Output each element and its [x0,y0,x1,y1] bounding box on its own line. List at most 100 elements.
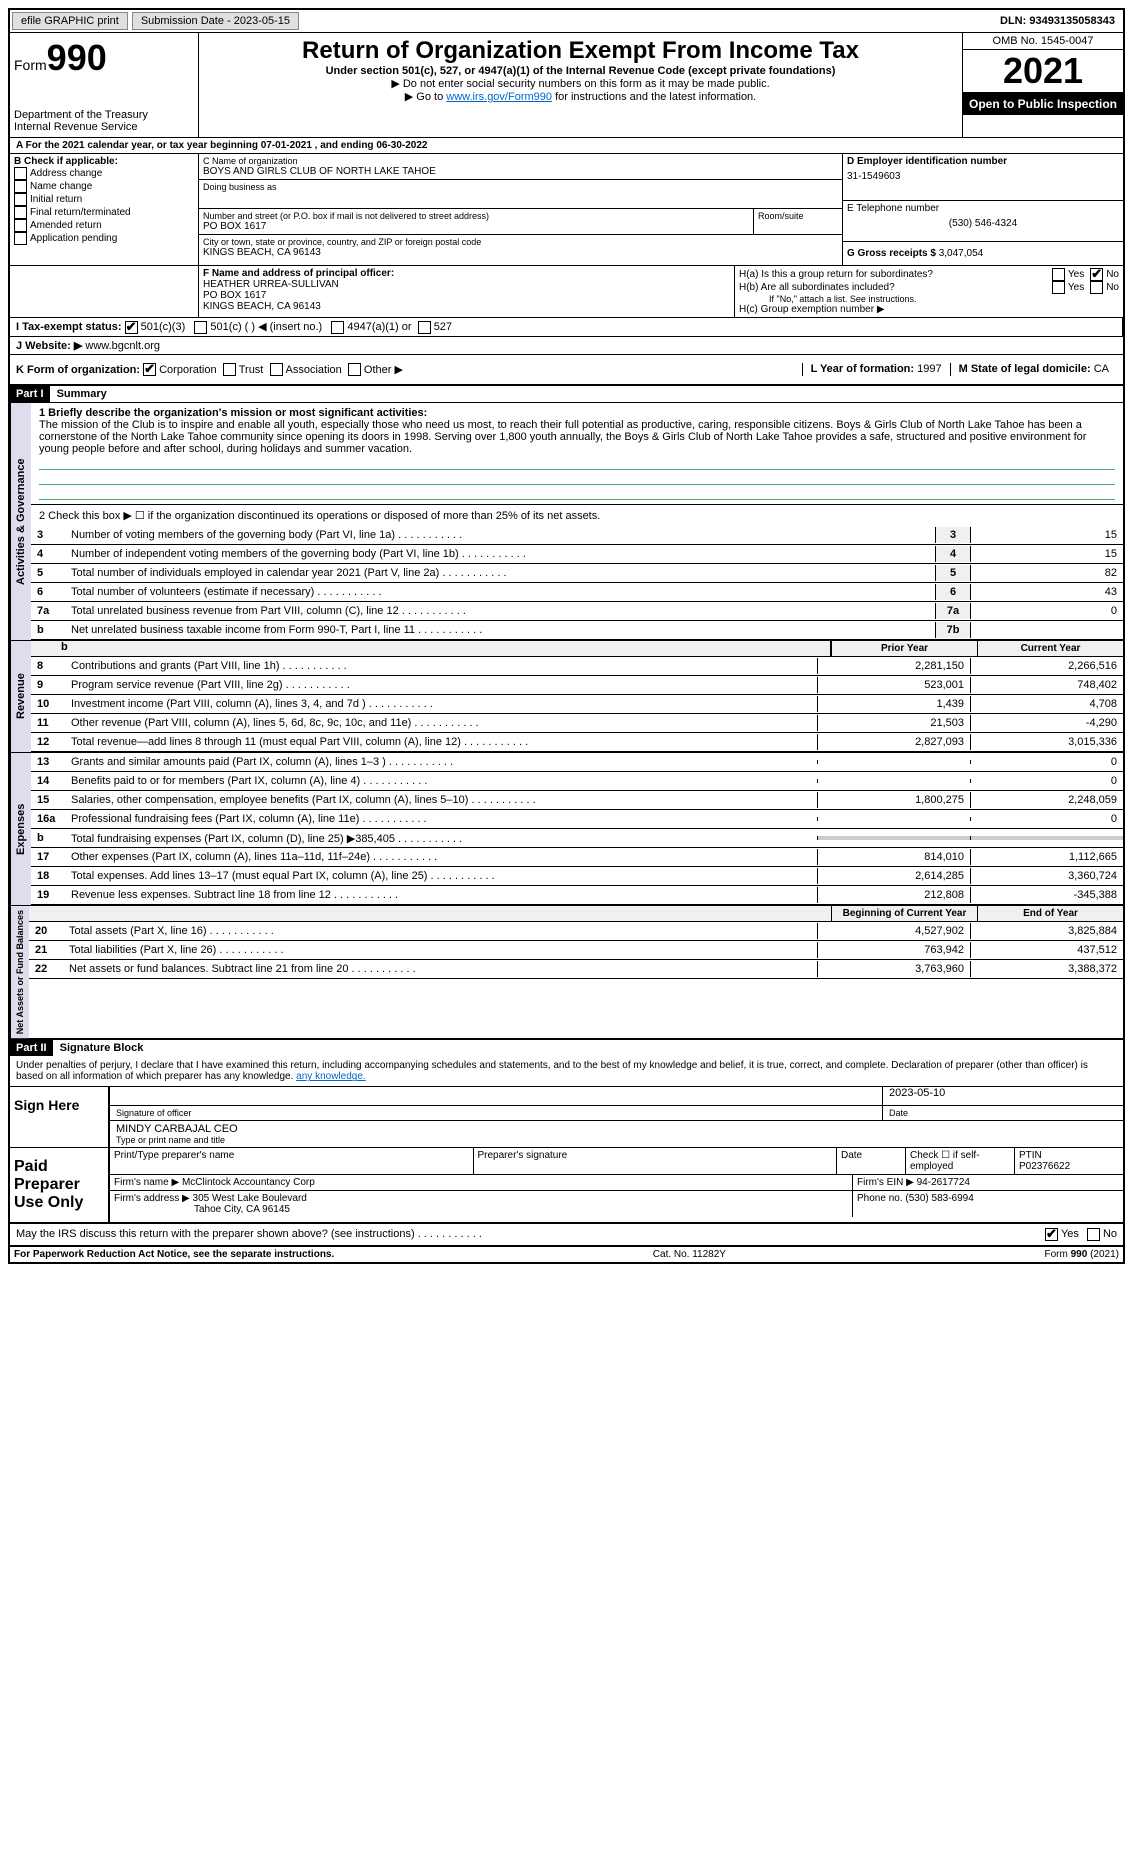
goto-pre: ▶ Go to [405,91,446,103]
part2-header: Part II [10,1040,53,1056]
submission-date: Submission Date - 2023-05-15 [132,12,299,30]
vert-revenue: Revenue [10,641,31,752]
info-block-1: B Check if applicable: Address change Na… [10,154,1123,266]
sig-name-label: Type or print name and title [116,1135,1117,1145]
officer-addr2: KINGS BEACH, CA 96143 [203,301,730,312]
firm-addr1: 305 West Lake Boulevard [193,1193,307,1204]
line-6: 6Total number of volunteers (estimate if… [31,583,1123,602]
prep-phone-label: Phone no. [857,1193,903,1204]
check-4947[interactable] [331,321,344,334]
line-7a: 7aTotal unrelated business revenue from … [31,602,1123,621]
hc-label: H(c) Group exemption number ▶ [739,304,1119,315]
officer-name: HEATHER URREA-SULLIVAN [203,279,730,290]
prep-check-label: Check ☐ if self-employed [906,1148,1015,1174]
hb-no[interactable] [1090,281,1103,294]
line-16a: 16aProfessional fundraising fees (Part I… [31,810,1123,829]
any-knowledge-link[interactable]: any knowledge. [296,1071,366,1082]
firm-name: McClintock Accountancy Corp [182,1177,315,1188]
hb-note: If "No," attach a list. See instructions… [739,294,1119,304]
footer-mid: Cat. No. 11282Y [653,1249,726,1260]
city-label: City or town, state or province, country… [203,237,838,247]
top-bar: efile GRAPHIC print Submission Date - 20… [10,10,1123,33]
line-19: 19Revenue less expenses. Subtract line 1… [31,886,1123,905]
check-corp[interactable] [143,363,156,376]
sig-date-label: Date [883,1106,1123,1120]
check-name[interactable]: Name change [14,180,194,193]
ein-value: 31-1549603 [847,167,1119,182]
mission-label: 1 Briefly describe the organization's mi… [39,407,1115,419]
check-address[interactable]: Address change [14,167,194,180]
line-13: 13Grants and similar amounts paid (Part … [31,753,1123,772]
k-label: K Form of organization: [16,364,140,376]
check-pending[interactable]: Application pending [14,232,194,245]
firm-addr2: Tahoe City, CA 96145 [114,1204,290,1215]
check-501c[interactable] [194,321,207,334]
line-20: 20Total assets (Part X, line 16)4,527,90… [29,922,1123,941]
check-initial[interactable]: Initial return [14,193,194,206]
gross-value: 3,047,054 [939,248,984,259]
subtitle-1: Under section 501(c), 527, or 4947(a)(1)… [203,65,958,77]
line-a-tax-year: A For the 2021 calendar year, or tax yea… [10,138,1123,154]
firm-name-label: Firm's name ▶ [114,1177,179,1188]
name-label: C Name of organization [203,156,838,166]
hb-yes[interactable] [1052,281,1065,294]
check-amended[interactable]: Amended return [14,219,194,232]
website-row: J Website: ▶ www.bgcnlt.org [10,337,1123,354]
irs-link[interactable]: www.irs.gov/Form990 [446,91,552,103]
tax-exempt-row: I Tax-exempt status: 501(c)(3) 501(c) ( … [10,318,1123,336]
line-17: 17Other expenses (Part IX, column (A), l… [31,848,1123,867]
subtitle-2: ▶ Do not enter social security numbers o… [203,77,958,90]
line-4: 4Number of independent voting members of… [31,545,1123,564]
discuss-no[interactable] [1087,1228,1100,1241]
discuss-yes[interactable] [1045,1228,1058,1241]
prep-sig-label: Preparer's signature [474,1148,838,1174]
ha-no[interactable] [1090,268,1103,281]
sig-name: MINDY CARBAJAL CEO [116,1123,1117,1135]
hb-label: H(b) Are all subordinates included? [739,282,1052,293]
line-15: 15Salaries, other compensation, employee… [31,791,1123,810]
org-address: PO BOX 1617 [203,221,749,232]
i-label: I Tax-exempt status: [16,321,122,333]
form-990-container: efile GRAPHIC print Submission Date - 20… [8,8,1125,1264]
line-2: 2 Check this box ▶ ☐ if the organization… [31,505,1123,526]
phone-value: (530) 546-4324 [847,214,1119,229]
ha-yes[interactable] [1052,268,1065,281]
state-domicile: M State of legal domicile: CA [950,363,1117,377]
check-527[interactable] [418,321,431,334]
preparer-label: Paid Preparer Use Only [10,1148,108,1222]
penalties-text: Under penalties of perjury, I declare th… [10,1056,1123,1087]
officer-label: F Name and address of principal officer: [203,268,730,279]
ptin-value: P02376622 [1019,1161,1119,1172]
omb-number: OMB No. 1545-0047 [963,33,1123,50]
open-public: Open to Public Inspection [963,93,1123,115]
line-12: 12Total revenue—add lines 8 through 11 (… [31,733,1123,752]
line-3: 3Number of voting members of the governi… [31,526,1123,545]
dba-label: Doing business as [203,182,838,192]
phone-label: E Telephone number [847,203,1119,214]
form-number: 990 [47,37,107,78]
addr-label: Number and street (or P.O. box if mail i… [203,211,749,221]
part2-title: Signature Block [56,1042,144,1054]
efile-button[interactable]: efile GRAPHIC print [12,12,128,30]
footer: For Paperwork Reduction Act Notice, see … [10,1246,1123,1262]
discuss-text: May the IRS discuss this return with the… [16,1228,1045,1241]
col-current: Current Year [977,641,1123,656]
check-501c3[interactable] [125,321,138,334]
check-assoc[interactable] [270,363,283,376]
line-21: 21Total liabilities (Part X, line 26)763… [29,941,1123,960]
check-final[interactable]: Final return/terminated [14,206,194,219]
firm-ein: 94-2617724 [917,1177,970,1188]
line-22: 22Net assets or fund balances. Subtract … [29,960,1123,979]
ha-label: H(a) Is this a group return for subordin… [739,269,1052,280]
mission-block: 1 Briefly describe the organization's mi… [31,403,1123,505]
year-formation: L Year of formation: 1997 [802,363,950,377]
prep-date-label: Date [837,1148,906,1174]
line-11: 11Other revenue (Part VIII, column (A), … [31,714,1123,733]
hb-row: H(b) Are all subordinates included? Yes … [739,281,1119,294]
check-trust[interactable] [223,363,236,376]
website-value: www.bgcnlt.org [85,340,160,352]
footer-left: For Paperwork Reduction Act Notice, see … [14,1249,334,1260]
col-prior: Prior Year [831,641,977,656]
check-other[interactable] [348,363,361,376]
line-5: 5Total number of individuals employed in… [31,564,1123,583]
